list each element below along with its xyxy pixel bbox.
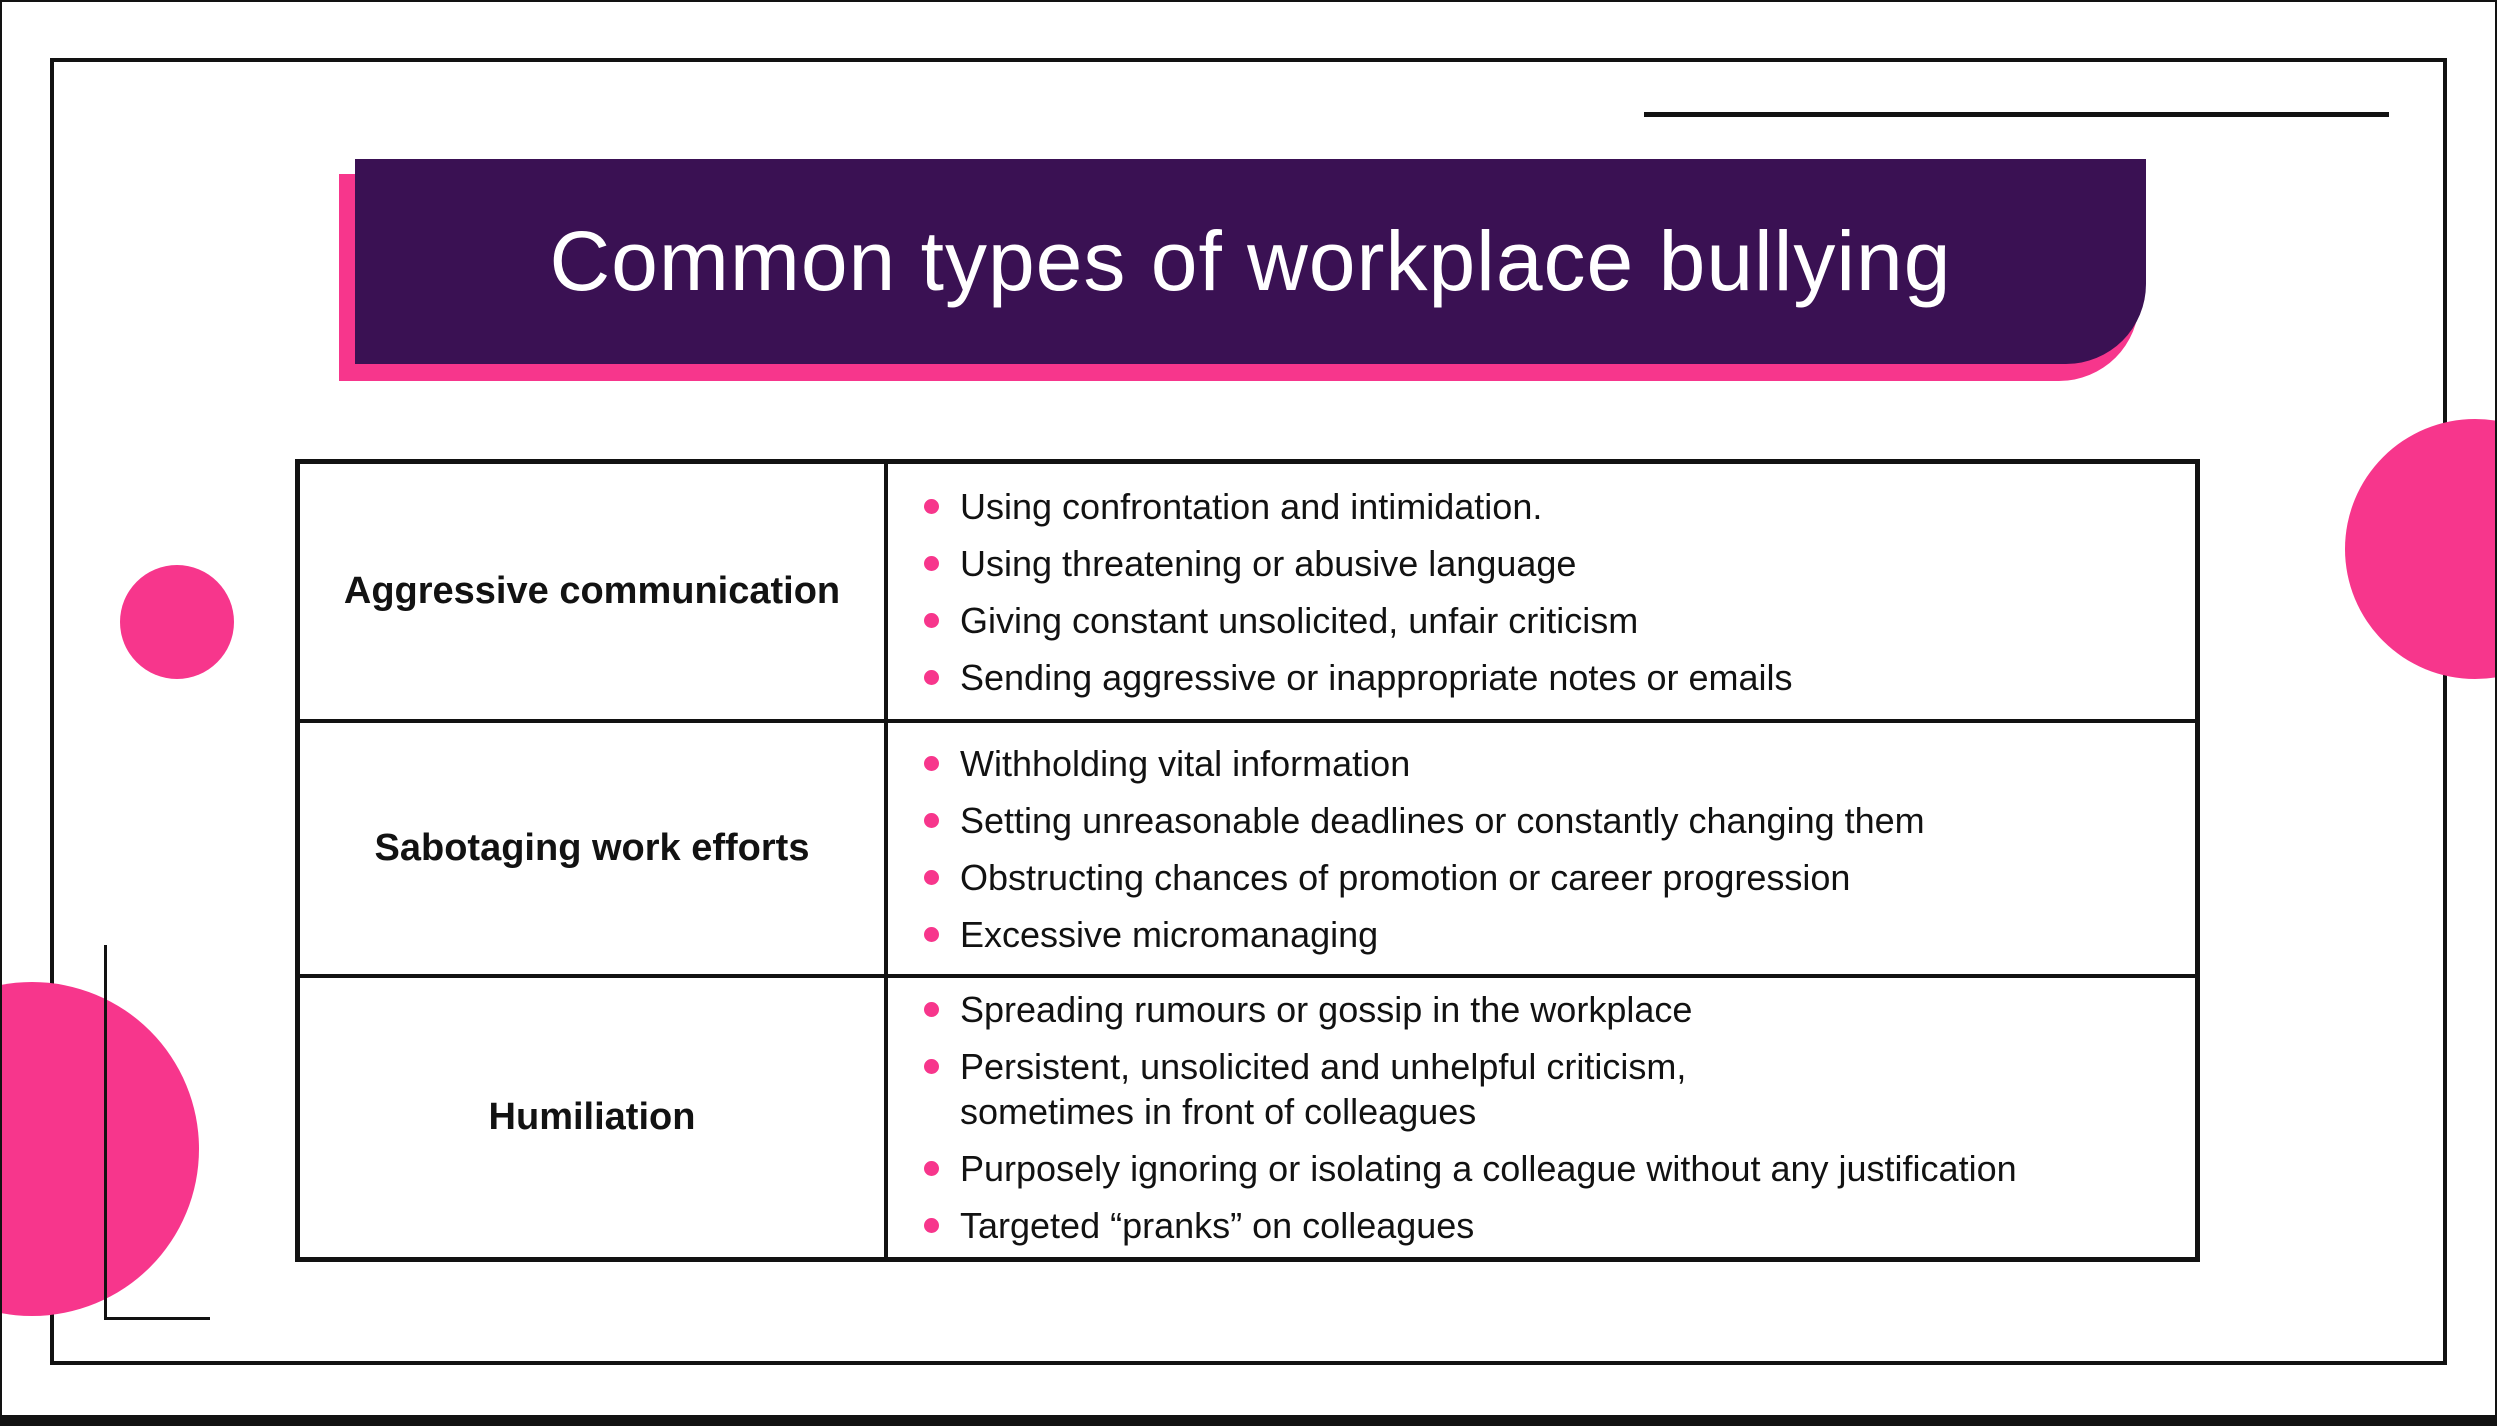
bullet-dot-icon [924, 498, 939, 514]
bullet-dot-icon [924, 1002, 939, 1018]
table-row: Aggressive communication Using confronta… [300, 464, 2195, 720]
row-label-cell: Sabotaging work efforts [300, 723, 888, 975]
table-row: Humiliation Spreading rumours or gossip … [300, 974, 2195, 1257]
bottom-edge-bar [2, 1415, 2495, 1424]
corner-l-mark [104, 945, 210, 1320]
list-item: Setting unreasonable deadlines or consta… [924, 798, 2165, 843]
list-item: Targeted “pranks” on colleagues [924, 1203, 2165, 1248]
list-item: Using threatening or abusive language [924, 541, 2165, 586]
list-item: Spreading rumours or gossip in the workp… [924, 987, 2165, 1032]
decorative-frame [50, 58, 2447, 1365]
bullet-dot-icon [924, 812, 939, 828]
page-title: Common types of workplace bullying [549, 214, 1952, 308]
bullet-text: Targeted “pranks” on colleagues [960, 1205, 1475, 1247]
bullet-dot-icon [924, 1059, 939, 1075]
list-item: Giving constant unsolicited, unfair crit… [924, 598, 2165, 643]
row-label: Aggressive communication [343, 569, 841, 612]
table-row: Sabotaging work efforts Withholding vita… [300, 719, 2195, 975]
bullet-text: Spreading rumours or gossip in the workp… [960, 989, 1693, 1031]
row-bullets-cell: Using confrontation and intimidation. Us… [888, 464, 2195, 719]
list-item: Using confrontation and intimidation. [924, 484, 2165, 529]
small-pink-circle [120, 565, 234, 679]
list-item: Excessive micromanaging [924, 912, 2165, 957]
bullet-dot-icon [924, 1161, 939, 1177]
list-item: Withholding vital information [924, 741, 2165, 786]
bullet-text: Sending aggressive or inappropriate note… [960, 656, 1793, 698]
bullet-dot-icon [924, 669, 939, 685]
list-item: Obstructing chances of promotion or care… [924, 855, 2165, 900]
bullet-text: Using threatening or abusive language [960, 542, 1577, 584]
list-item: Purposely ignoring or isolating a collea… [924, 1146, 2165, 1191]
row-label: Sabotaging work efforts [374, 826, 810, 869]
bullet-text: Obstructing chances of promotion or care… [960, 856, 1851, 898]
row-label: Humiliation [488, 1095, 696, 1138]
top-right-rule [1644, 112, 2389, 117]
bullet-dot-icon [924, 1218, 939, 1234]
row-bullets-cell: Withholding vital information Setting un… [888, 723, 2195, 974]
row-label-cell: Aggressive communication [300, 464, 888, 720]
bullet-text: Withholding vital information [960, 742, 1411, 784]
bullet-dot-icon [924, 869, 939, 885]
bullet-dot-icon [924, 555, 939, 571]
bullying-types-table: Aggressive communication Using confronta… [295, 459, 2200, 1262]
bullet-text: Giving constant unsolicited, unfair crit… [960, 599, 1639, 641]
bullet-dot-icon [924, 612, 939, 628]
row-bullets-cell: Spreading rumours or gossip in the workp… [888, 978, 2195, 1257]
row-label-cell: Humiliation [300, 978, 888, 1257]
bullet-dot-icon [924, 755, 939, 771]
bullet-text: Persistent, unsolicited and unhelpful cr… [960, 1046, 1687, 1133]
bullet-text: Purposely ignoring or isolating a collea… [960, 1148, 2017, 1190]
bullet-text: Excessive micromanaging [960, 913, 1379, 955]
list-item: Sending aggressive or inappropriate note… [924, 655, 2165, 700]
bullet-text: Setting unreasonable deadlines or consta… [960, 799, 1925, 841]
bullet-dot-icon [924, 926, 939, 942]
title-banner: Common types of workplace bullying [355, 159, 2146, 364]
list-item: Persistent, unsolicited and unhelpful cr… [924, 1044, 2165, 1134]
bullet-text: Using confrontation and intimidation. [960, 485, 1543, 527]
